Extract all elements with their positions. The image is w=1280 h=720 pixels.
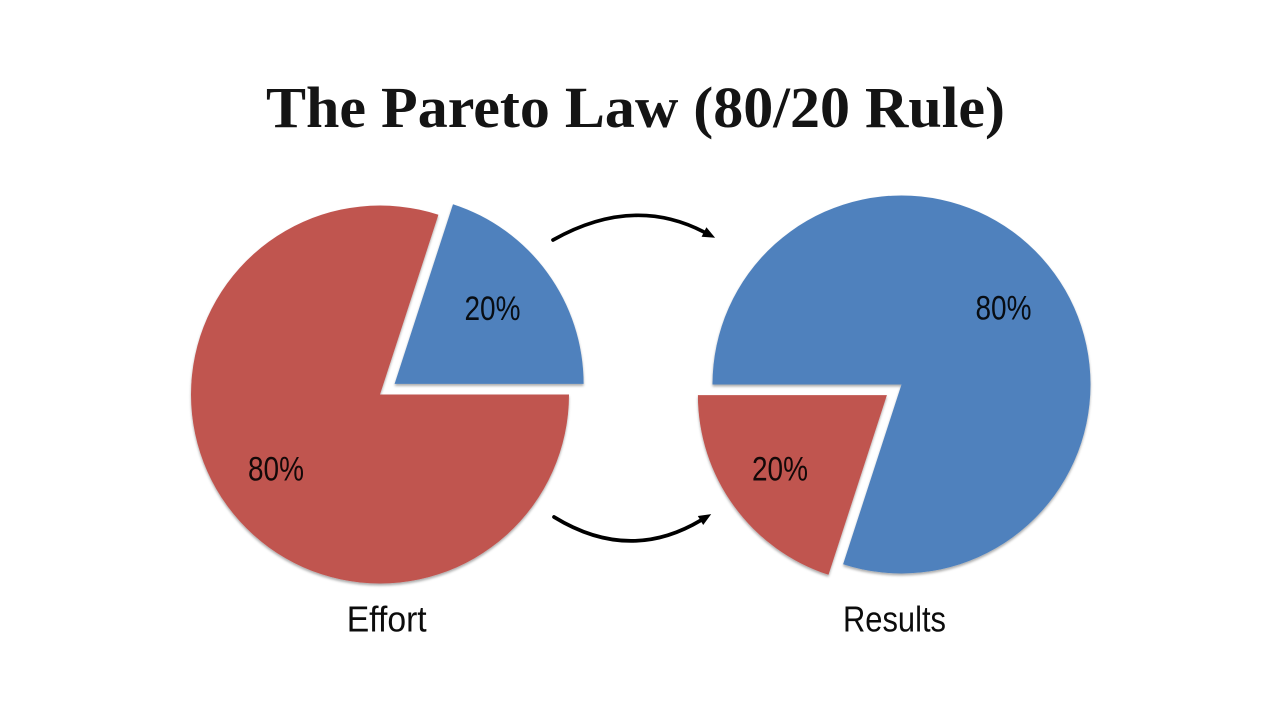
svg-text:Results: Results — [843, 599, 946, 640]
svg-text:20%: 20% — [465, 290, 521, 328]
svg-text:80%: 80% — [976, 290, 1032, 328]
svg-text:20%: 20% — [752, 451, 808, 489]
svg-text:Effort: Effort — [347, 599, 427, 640]
svg-text:80%: 80% — [248, 451, 304, 489]
svg-text:The Pareto Law (80/20 Rule): The Pareto Law (80/20 Rule) — [266, 75, 1005, 140]
